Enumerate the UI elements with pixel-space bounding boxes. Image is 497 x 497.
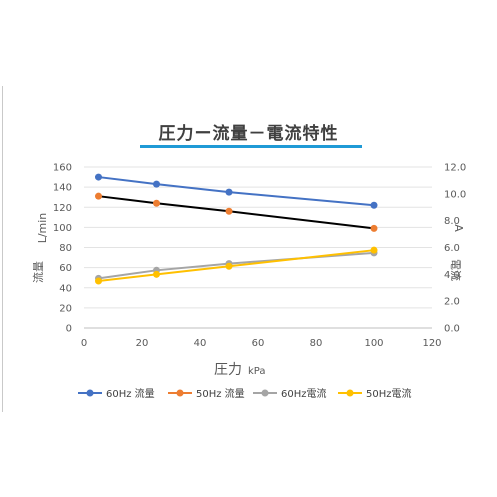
y-left-tick-label: 60	[59, 263, 72, 274]
x-tick-label: 0	[81, 338, 87, 349]
legend-swatch-marker	[346, 389, 354, 397]
y-left-unit-label: L/min	[36, 213, 49, 244]
data-point	[153, 270, 160, 278]
x-axis-unit: kPa	[248, 366, 266, 377]
series-line	[98, 176, 375, 207]
gridlines	[84, 166, 432, 329]
series-line	[98, 195, 375, 230]
series-4	[95, 246, 378, 285]
y-left-tick-label: 140	[53, 183, 72, 194]
data-point	[225, 207, 233, 215]
panel-left-border	[2, 86, 3, 412]
series-1	[95, 173, 378, 209]
y-left-tick-label: 100	[53, 223, 72, 234]
x-tick-label: 20	[136, 338, 149, 349]
legend-item: 60Hz電流	[253, 387, 327, 400]
x-tick-label: 80	[310, 338, 323, 349]
x-tick-label: 100	[364, 338, 383, 349]
y-right-tick-label: 6.0	[444, 243, 460, 254]
y-right-tick-label: 12.0	[444, 163, 466, 174]
data-point	[370, 246, 378, 254]
legend-item: 60Hz 流量	[78, 387, 155, 400]
data-point	[95, 173, 102, 181]
y-left-axis-label: 流量	[31, 261, 45, 283]
data-point	[153, 199, 160, 207]
data-point	[225, 262, 233, 270]
data-point	[370, 224, 378, 232]
y-right-tick-label: 2.0	[444, 297, 460, 308]
legend-label: 60Hz 流量	[106, 387, 155, 400]
legend-label: 50Hz電流	[366, 387, 412, 400]
legend: 60Hz 流量 50Hz 流量 60Hz電流 50Hz電流	[78, 387, 412, 400]
legend-label: 50Hz 流量	[196, 387, 245, 400]
y-left-tick-label: 160	[53, 163, 72, 174]
y-left-tick-label: 40	[59, 283, 72, 294]
y-right-tick-label: 4.0	[444, 270, 460, 281]
series-group	[95, 173, 378, 285]
x-axis-label: 圧力	[214, 362, 242, 378]
tick-labels: 0 20 40 60 80 100 120 140 160 0.0 2.0 4.0 6.0 8.0 10.0…	[53, 163, 466, 350]
series-line	[98, 249, 375, 283]
series-2	[95, 192, 378, 232]
data-point	[225, 188, 233, 196]
data-point	[95, 277, 102, 285]
legend-item: 50Hz電流	[338, 387, 412, 400]
y-right-unit-label: A	[452, 224, 465, 232]
data-point	[370, 201, 378, 209]
y-left-tick-label: 80	[59, 243, 72, 254]
legend-swatch-marker	[261, 389, 269, 397]
x-tick-label: 40	[194, 338, 207, 349]
title-underline	[140, 145, 362, 148]
legend-swatch-marker	[86, 389, 94, 397]
y-right-axis-label: 電流	[449, 259, 463, 281]
legend-swatch-marker	[176, 389, 184, 397]
y-right-tick-label: 0.0	[444, 324, 460, 335]
y-left-tick-label: 0	[66, 324, 72, 335]
y-right-tick-label: 10.0	[444, 189, 466, 200]
y-left-tick-label: 120	[53, 203, 72, 214]
legend-item: 50Hz 流量	[168, 387, 245, 400]
y-right-tick-label: 8.0	[444, 216, 460, 227]
data-point	[153, 180, 160, 188]
x-tick-label: 120	[422, 338, 441, 349]
data-point	[95, 192, 102, 200]
chart-title: 圧力ー流量－電流特性	[158, 124, 339, 144]
x-tick-label: 60	[252, 338, 265, 349]
y-left-tick-label: 20	[59, 303, 72, 314]
legend-label: 60Hz電流	[281, 387, 327, 400]
